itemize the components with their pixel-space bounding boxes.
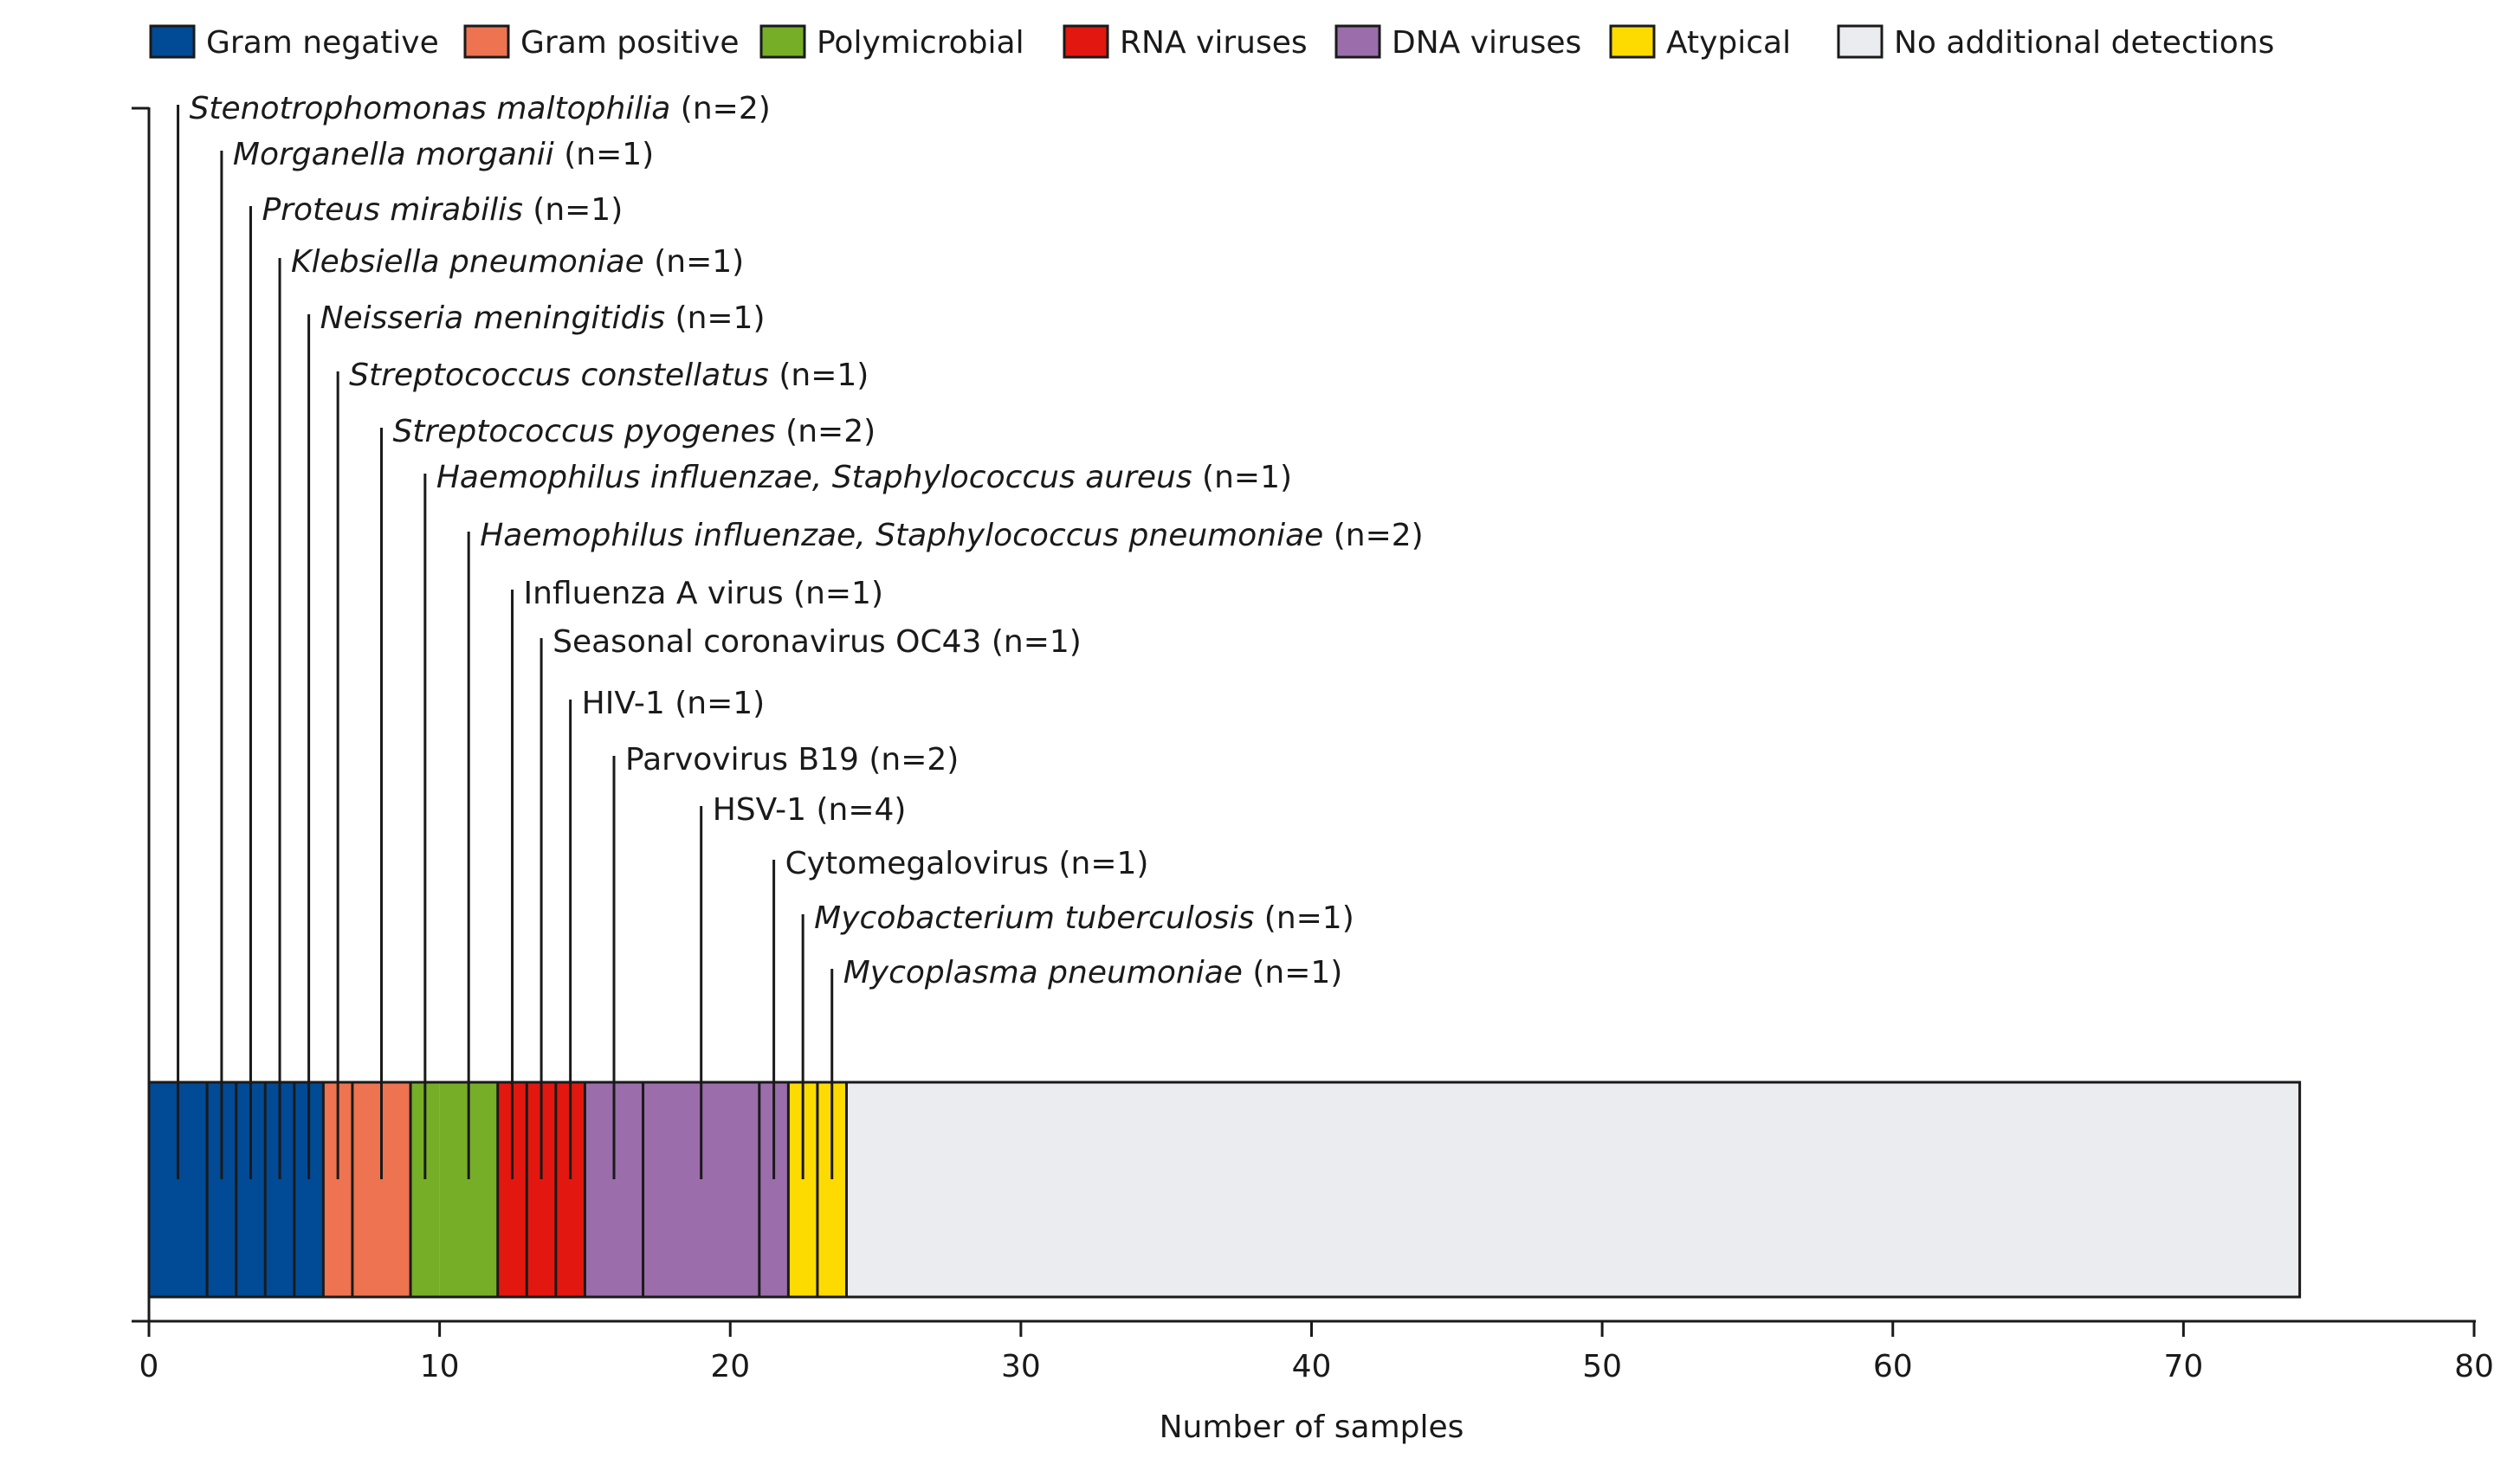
segment-count: (n=1): [981, 624, 1081, 660]
segment-count: (n=1): [644, 244, 744, 280]
segment-name: Neisseria meningitidis: [320, 300, 665, 336]
segment-count: (n=1): [523, 192, 623, 228]
legend-label: Gram negative: [206, 25, 439, 61]
x-tick-label: 10: [420, 1349, 460, 1384]
segment-count: (n=1): [784, 576, 883, 611]
segment-label: HSV-1 (n=4): [713, 792, 907, 828]
legend-item: Atypical: [1609, 24, 1791, 61]
x-tick-label: 70: [2163, 1349, 2203, 1384]
segment-label: Parvovirus B19 (n=2): [625, 742, 959, 777]
segment-label: Streptococcus constellatus (n=1): [349, 358, 869, 393]
segment-name: Haemophilus influenzae, Staphylococcus a…: [436, 460, 1192, 495]
legend-item: DNA viruses: [1334, 24, 1581, 61]
segment-label: Cytomegalovirus (n=1): [785, 846, 1149, 881]
segment-label: Mycoplasma pneumoniae (n=1): [843, 955, 1343, 990]
segment-name: Mycobacterium tuberculosis: [814, 900, 1254, 936]
segment-label: Streptococcus pyogenes (n=2): [393, 414, 876, 449]
segment-label: Seasonal coronavirus OC43 (n=1): [552, 624, 1082, 660]
legend-item: Gram positive: [463, 24, 739, 61]
segment-count: (n=1): [554, 137, 654, 172]
segment-label: Haemophilus influenzae, Staphylococcus a…: [436, 460, 1292, 495]
legend-swatch: [1837, 24, 1884, 59]
segment-count: (n=1): [1254, 900, 1354, 936]
legend-swatch: [149, 24, 196, 59]
x-tick-label: 60: [1873, 1349, 1913, 1384]
segment-label: HIV-1 (n=1): [582, 686, 766, 721]
segment-label: Klebsiella pneumoniae (n=1): [291, 244, 744, 280]
segment-name: Influenza A virus: [524, 576, 784, 611]
segment-name: Haemophilus influenzae, Staphylococcus p…: [480, 518, 1323, 553]
segment-count: (n=1): [1243, 955, 1342, 990]
segment-count: (n=4): [806, 792, 906, 828]
segment-label: Haemophilus influenzae, Staphylococcus p…: [480, 518, 1424, 553]
legend-swatch: [463, 24, 510, 59]
x-tick-label: 40: [1292, 1349, 1332, 1384]
segment-label: Proteus mirabilis (n=1): [262, 192, 623, 228]
segment-count: (n=2): [859, 742, 959, 777]
legend-swatch: [1609, 24, 1656, 59]
segment-count: (n=1): [665, 686, 765, 721]
legend-label: No additional detections: [1894, 25, 2274, 61]
legend-label: Polymicrobial: [817, 25, 1024, 61]
legend-swatch: [1334, 24, 1381, 59]
segment-name: Proteus mirabilis: [262, 192, 522, 228]
segment-label: Neisseria meningitidis (n=1): [320, 300, 766, 336]
segment-count: (n=1): [769, 358, 869, 393]
bar-segment-remainder: [846, 1082, 2300, 1297]
x-tick-label: 0: [139, 1349, 159, 1384]
x-tick-label: 80: [2454, 1349, 2494, 1384]
segment-name: HIV-1: [582, 686, 665, 721]
x-axis-label: Number of samples: [1160, 1410, 1464, 1445]
segment-name: Streptococcus constellatus: [349, 358, 769, 393]
segment-count: (n=2): [670, 91, 770, 126]
segment-count: (n=2): [1323, 518, 1423, 553]
segment-name: Streptococcus pyogenes: [393, 414, 776, 449]
segment-name: Cytomegalovirus: [785, 846, 1049, 881]
segment-name: HSV-1: [713, 792, 806, 828]
legend-label: DNA viruses: [1392, 25, 1581, 61]
segment-name: Mycoplasma pneumoniae: [843, 955, 1243, 990]
segment-name: Parvovirus B19: [625, 742, 859, 777]
legend-swatch: [1063, 24, 1109, 59]
segment-label: Stenotrophomonas maltophilia (n=2): [190, 91, 771, 126]
legend-item: RNA viruses: [1063, 24, 1308, 61]
legend-label: RNA viruses: [1120, 25, 1308, 61]
segment-label: Influenza A virus (n=1): [524, 576, 883, 611]
segment-label: Morganella morganii (n=1): [233, 137, 654, 172]
segment-name: Seasonal coronavirus OC43: [552, 624, 981, 660]
legend-item: Polymicrobial: [759, 24, 1024, 61]
legend-label: Gram positive: [520, 25, 739, 61]
segment-name: Klebsiella pneumoniae: [291, 244, 644, 280]
segment-count: (n=1): [665, 300, 765, 336]
segment-name: Stenotrophomonas maltophilia: [190, 91, 671, 126]
segment-name: Morganella morganii: [233, 137, 554, 172]
legend-swatch: [759, 24, 806, 59]
x-tick-label: 30: [1001, 1349, 1041, 1384]
segment-label: Mycobacterium tuberculosis (n=1): [814, 900, 1354, 936]
legend-item: No additional detections: [1837, 24, 2274, 61]
segment-count: (n=1): [1192, 460, 1292, 495]
segment-count: (n=2): [776, 414, 876, 449]
x-tick-label: 20: [710, 1349, 750, 1384]
legend-label: Atypical: [1666, 25, 1791, 61]
segment-count: (n=1): [1049, 846, 1148, 881]
legend-item: Gram negative: [149, 24, 439, 61]
x-tick-label: 50: [1582, 1349, 1622, 1384]
